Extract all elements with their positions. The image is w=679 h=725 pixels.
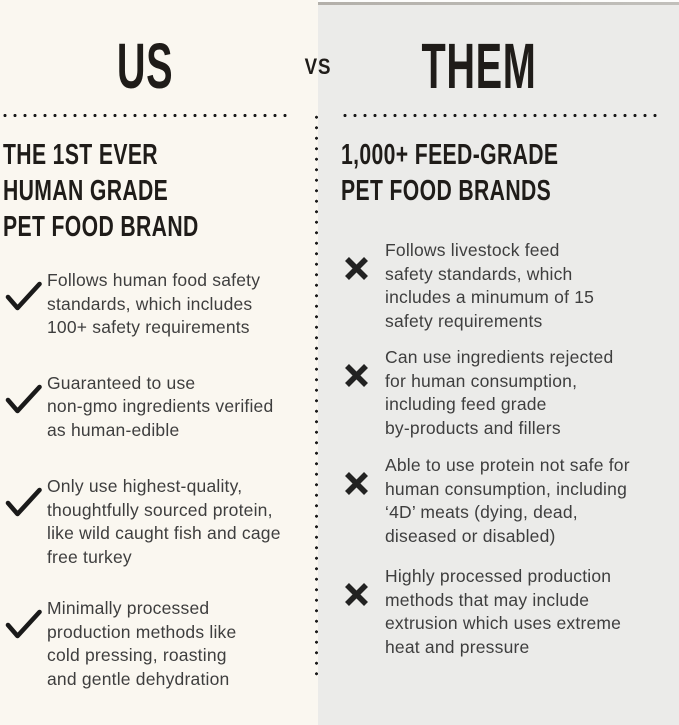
them-item: Follows livestock feed safety standards,…: [343, 239, 679, 333]
them-item: Able to use protein not safe for human c…: [343, 454, 679, 548]
them-item-text: Follows livestock feed safety standards,…: [385, 240, 595, 331]
vertical-dotted-divider: [315, 112, 318, 678]
us-item-text: Follows human food safety standards, whi…: [47, 270, 261, 337]
us-item: Only use highest-quality, thoughtfully s…: [5, 475, 318, 569]
check-icon: [5, 475, 47, 518]
x-icon: [343, 346, 385, 389]
x-icon: [343, 239, 385, 282]
check-icon: [5, 269, 47, 312]
them-item-text: Can use ingredients rejected for human c…: [385, 347, 614, 438]
x-icon: [343, 454, 385, 497]
them-item: Can use ingredients rejected for human c…: [343, 346, 679, 440]
us-item: Follows human food safety standards, whi…: [5, 269, 318, 340]
them-item-list: Follows livestock feed safety standards,…: [318, 239, 679, 659]
us-panel: US THE 1ST EVER HUMAN GRADE PET FOOD BRA…: [0, 0, 318, 725]
vs-label: VS: [304, 54, 332, 79]
us-item-text: Guaranteed to use non-gmo ingredients ve…: [47, 372, 274, 440]
us-heading: THE 1ST EVER HUMAN GRADE PET FOOD BRAND: [3, 139, 199, 243]
us-item-list: Follows human food safety standards, whi…: [0, 269, 318, 691]
us-item: Guaranteed to use non-gmo ingredients ve…: [5, 372, 318, 443]
us-item: Minimally processed production methods l…: [5, 597, 318, 691]
them-heading: 1,000+ FEED-GRADE PET FOOD BRANDS: [341, 139, 559, 207]
them-item-text: Able to use protein not safe for human c…: [385, 455, 630, 546]
them-title: THEM: [421, 30, 537, 102]
x-icon: [343, 565, 385, 608]
right-dotted-divider: [340, 114, 662, 117]
check-icon: [5, 597, 47, 640]
us-item-text: Only use highest-quality, thoughtfully s…: [47, 476, 281, 567]
them-item-text: Highly processed production methods that…: [385, 566, 622, 657]
left-dotted-divider: [0, 114, 290, 117]
check-icon: [5, 372, 47, 415]
them-item: Highly processed production methods that…: [343, 565, 679, 659]
us-title: US: [116, 30, 174, 102]
us-item-text: Minimally processed production methods l…: [47, 598, 237, 689]
them-panel: THEM 1,000+ FEED-GRADE PET FOOD BRANDS F…: [318, 0, 679, 725]
